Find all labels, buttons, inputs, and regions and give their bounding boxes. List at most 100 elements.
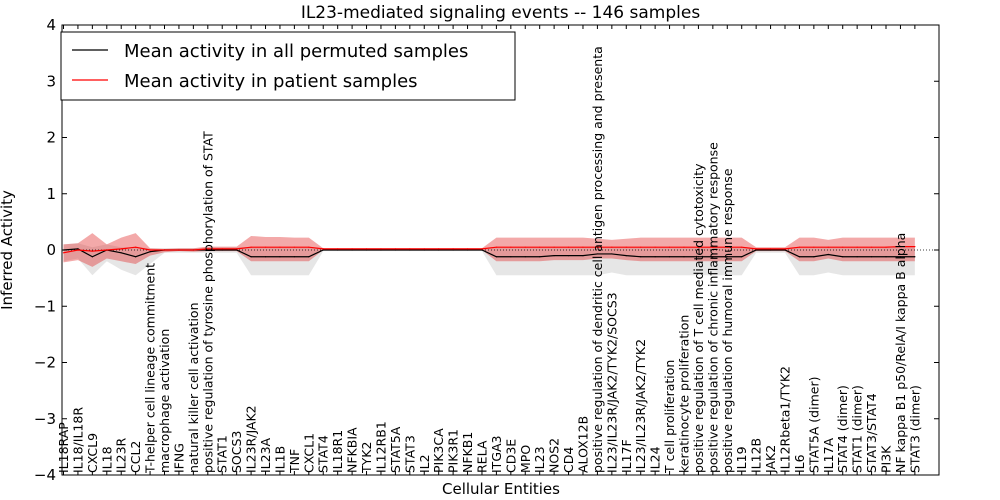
x-tick-label: PIK3R1	[446, 429, 461, 473]
x-tick-label: CCL2	[128, 441, 143, 473]
point-series-1-23	[394, 248, 396, 250]
x-tick-label: STAT4 (dimer)	[835, 385, 850, 473]
x-tick-label: MPO	[518, 445, 533, 473]
point-series-1-35	[567, 246, 570, 248]
point-series-1-10	[207, 248, 209, 250]
x-tick-label: CXCL9	[85, 433, 100, 473]
series-lines	[62, 246, 916, 258]
x-tick-label: IL23R/JAK2	[244, 405, 259, 473]
x-tick-label: T-helper cell lineage commitment	[143, 263, 158, 474]
x-tick-label: IL18R1	[330, 430, 345, 473]
point-series-0-46	[726, 256, 728, 258]
x-tick-label: IL17F	[619, 439, 634, 473]
point-series-0-18	[322, 249, 324, 251]
point-series-1-55	[856, 246, 858, 248]
point-series-0-49	[769, 249, 772, 251]
point-series-0-14	[264, 256, 267, 258]
point-series-0-35	[567, 255, 570, 257]
x-tick-label: ALOX12B	[575, 416, 590, 473]
point-series-0-24	[409, 249, 411, 251]
point-series-1-59	[914, 246, 916, 248]
point-series-1-4	[120, 248, 122, 250]
point-series-0-4	[120, 252, 122, 254]
point-series-0-17	[308, 256, 310, 258]
x-tick-label: JAK2	[763, 445, 778, 474]
point-series-1-44	[697, 246, 700, 248]
point-series-1-54	[842, 246, 844, 248]
point-series-1-21	[365, 248, 368, 250]
point-series-0-30	[495, 256, 497, 258]
x-tick-label: IL23/IL23R/JAK2/TYK2/SOCS3	[604, 292, 619, 473]
point-series-0-58	[899, 256, 902, 258]
point-series-0-6	[149, 251, 151, 253]
x-tick-label: TNF	[287, 449, 302, 474]
point-series-0-28	[466, 249, 469, 251]
point-series-1-30	[495, 246, 497, 248]
point-series-1-0	[62, 252, 65, 254]
x-tick-label: positive regulation of dendritic cell an…	[590, 46, 605, 473]
point-series-0-20	[351, 249, 353, 251]
x-tick-label: IL18/IL18R	[70, 407, 85, 473]
point-series-0-10	[207, 249, 209, 251]
x-tick-label: IL23A	[258, 437, 273, 473]
x-tick-label: CD4	[561, 447, 576, 473]
x-tick-label: natural killer cell activation	[186, 302, 201, 473]
point-series-1-38	[611, 246, 613, 248]
x-tick-label: positive regulation of chronic inflammat…	[705, 142, 720, 473]
x-tick-label: IL12B	[749, 438, 764, 473]
x-tick-label: macrophage activation	[157, 329, 172, 473]
x-tick-label: STAT5A (dimer)	[806, 377, 821, 473]
x-tick-label: IL23/IL23R/JAK2/TYK2	[633, 339, 648, 473]
point-series-1-40	[640, 246, 642, 248]
point-series-1-56	[870, 246, 873, 248]
x-tick-label: positive regulation of tyrosine phosphor…	[200, 131, 215, 473]
point-series-1-1	[77, 249, 79, 251]
point-series-1-33	[539, 246, 541, 248]
point-series-1-14	[264, 246, 267, 248]
y-tick-label: 0	[46, 241, 56, 259]
legend-label-permuted: Mean activity in all permuted samples	[124, 41, 468, 62]
band-series-0	[63, 243, 915, 276]
y-tick-label: 2	[46, 129, 56, 147]
point-series-0-19	[337, 249, 339, 251]
x-tick-label: STAT4	[316, 435, 331, 473]
point-series-1-5	[135, 246, 137, 248]
x-tick-label: IL12Rbeta1/TYK2	[778, 366, 793, 473]
x-tick-label: PI3K	[879, 445, 894, 473]
chart-title: IL23-mediated signaling events -- 146 sa…	[301, 3, 701, 23]
point-series-1-29	[481, 248, 483, 250]
x-tick-label: IL19	[734, 446, 749, 473]
point-series-1-47	[741, 246, 743, 248]
point-series-0-33	[539, 256, 541, 258]
point-series-1-41	[654, 246, 656, 248]
point-series-0-47	[741, 256, 743, 258]
x-tick-label: PIK3CA	[431, 428, 446, 473]
point-series-0-54	[842, 256, 844, 258]
point-series-1-53	[827, 246, 829, 248]
x-tick-label: STAT3 (dimer)	[907, 385, 922, 473]
point-series-0-53	[827, 253, 829, 256]
point-series-1-46	[726, 246, 728, 248]
point-series-1-20	[351, 248, 353, 250]
line-series-0	[63, 248, 915, 258]
point-series-1-32	[524, 246, 526, 248]
point-series-0-43	[683, 256, 685, 258]
point-series-0-44	[697, 256, 700, 258]
point-series-0-25	[423, 249, 425, 251]
point-series-0-32	[524, 256, 526, 258]
point-series-1-19	[337, 248, 339, 250]
x-axis-label: Cellular Entities	[442, 480, 560, 498]
point-series-1-16	[293, 246, 295, 248]
legend-box	[60, 31, 516, 101]
point-series-0-55	[856, 256, 858, 258]
x-tick-label: IL24	[648, 446, 663, 473]
x-tick-label: IL12RB1	[373, 421, 388, 473]
point-series-0-38	[611, 253, 613, 255]
point-series-1-2	[91, 250, 93, 252]
x-tick-label: NOS2	[547, 438, 562, 473]
point-series-0-51	[798, 256, 801, 258]
point-series-0-36	[582, 255, 584, 257]
line-series-1	[63, 246, 915, 254]
point-series-0-48	[755, 249, 757, 251]
point-series-1-31	[510, 246, 512, 248]
